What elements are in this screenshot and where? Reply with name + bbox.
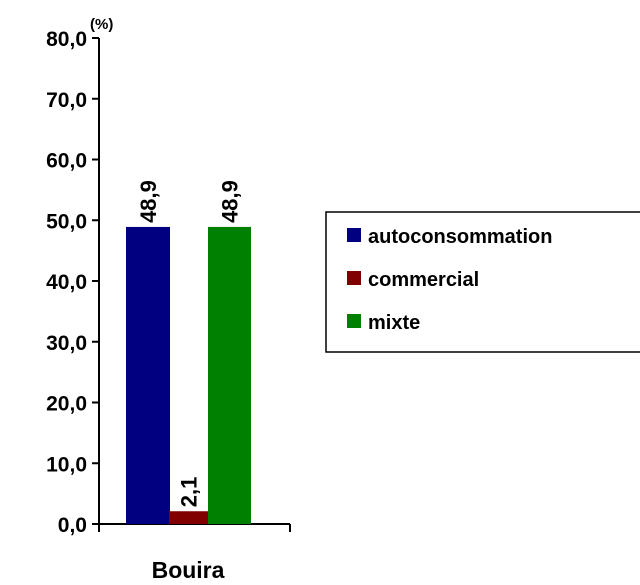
y-tick-label: 50,0 — [46, 210, 87, 233]
legend-label-commercial: commercial — [368, 269, 479, 291]
y-tick-label: 10,0 — [46, 453, 87, 476]
bar-series: 48,9 2,1 48,9 — [126, 180, 251, 524]
category-label: Bouira — [152, 557, 225, 583]
y-axis-unit: (%) — [90, 16, 113, 33]
legend-label-autoconsommation: autoconsommation — [368, 226, 552, 248]
data-label-autoconsommation: 48,9 — [136, 180, 161, 223]
y-tick-label: 0,0 — [58, 514, 87, 537]
y-axis-ticks: 0,0 10,0 20,0 30,0 40,0 50,0 60,0 70,0 80,0 — [46, 28, 291, 537]
legend-swatch-mixte — [347, 314, 361, 328]
bar-commercial — [169, 511, 208, 524]
y-tick-label: 40,0 — [46, 271, 87, 294]
bar-mixte — [208, 226, 251, 524]
y-tick-label: 60,0 — [46, 150, 87, 173]
legend: autoconsommation commercial mixte — [325, 211, 640, 353]
data-label-commercial: 2,1 — [177, 477, 202, 508]
legend-label-mixte: mixte — [368, 312, 420, 334]
y-tick-label: 20,0 — [46, 393, 87, 416]
legend-swatch-autoconsommation — [347, 228, 361, 242]
legend-box — [325, 211, 640, 353]
y-tick-label: 30,0 — [46, 332, 87, 355]
y-tick-label: 80,0 — [46, 28, 87, 51]
legend-swatch-commercial — [347, 271, 361, 285]
data-label-mixte: 48,9 — [218, 180, 243, 223]
bar-autoconsommation — [126, 226, 170, 524]
y-tick-label: 70,0 — [46, 89, 87, 112]
category-labels: Bouira — [152, 557, 225, 583]
